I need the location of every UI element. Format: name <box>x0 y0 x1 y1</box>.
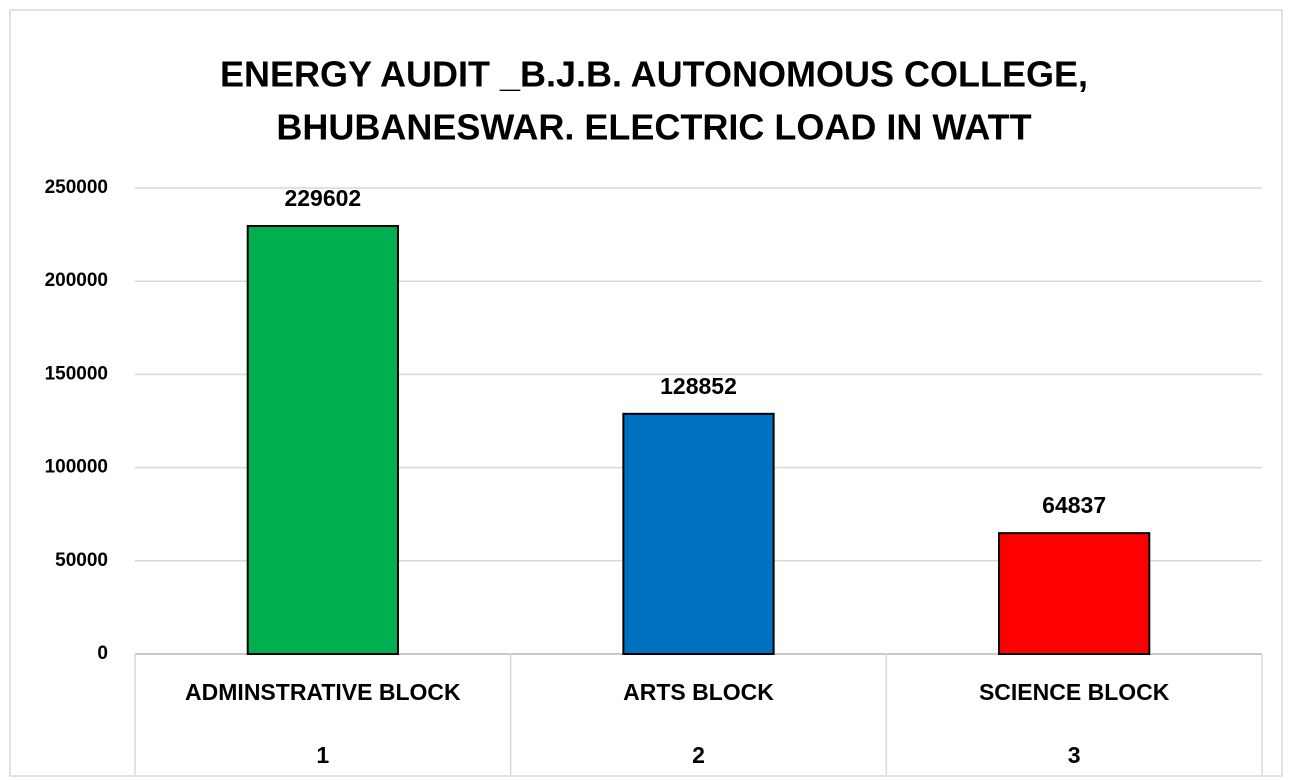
x-tick-label: SCIENCE BLOCK <box>979 679 1170 705</box>
data-label: 229602 <box>284 185 361 211</box>
chart-title: ENERGY AUDIT _B.J.B. AUTONOMOUS COLLEGE, <box>220 54 1088 95</box>
y-tick-label: 200000 <box>45 270 108 291</box>
chart-title: BHUBANESWAR. ELECTRIC LOAD IN WATT <box>276 107 1031 148</box>
y-tick-label: 50000 <box>55 550 108 571</box>
y-tick-label: 250000 <box>45 177 108 198</box>
x-tick-label: ADMINSTRATIVE BLOCK <box>185 679 461 705</box>
x-tick-label: 2 <box>692 742 705 768</box>
y-tick-label: 150000 <box>45 363 108 384</box>
x-tick-label: 3 <box>1068 742 1081 768</box>
bar <box>622 412 775 656</box>
data-label: 128852 <box>660 373 737 399</box>
x-tick-label: ARTS BLOCK <box>623 679 774 705</box>
y-tick-label: 0 <box>97 643 108 664</box>
bar <box>998 532 1151 656</box>
bar <box>246 225 399 655</box>
x-tick-label: 1 <box>316 742 329 768</box>
y-tick-label: 100000 <box>45 457 108 478</box>
data-label: 64837 <box>1042 492 1106 518</box>
